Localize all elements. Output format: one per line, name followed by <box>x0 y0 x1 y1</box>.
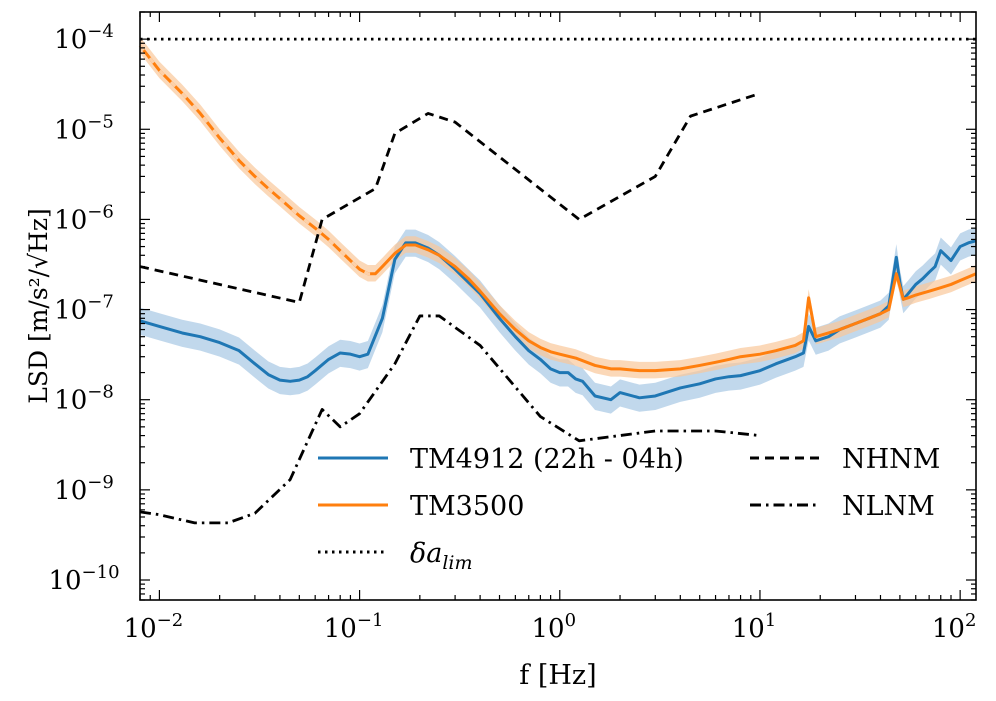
series-line-4 <box>139 314 761 525</box>
legend-label: TM4912 (22h - 04h) <box>410 444 684 475</box>
x-tick-label: 100 <box>532 610 577 644</box>
y-axis-label: LSD [m/s²/√Hz] <box>24 208 53 404</box>
tick-labels: 10−2 10−1 100 101 102 10−10 10−9 10−8 10−7 10−6 10… <box>48 21 976 644</box>
y-tick-label: 10−6 <box>54 201 114 235</box>
series-line-0 <box>139 239 977 402</box>
axis-ticks <box>139 11 976 601</box>
x-tick-label: 10−2 <box>124 610 184 644</box>
legend-label: δalim <box>410 538 473 574</box>
y-tick-label: 10−7 <box>54 292 114 326</box>
x-axis-label: f [Hz] <box>519 660 596 691</box>
x-tick-label: 101 <box>732 610 777 644</box>
legend-label: TM3500 <box>410 491 524 522</box>
series-line-3 <box>139 92 761 304</box>
series-line-1-dash <box>138 44 376 276</box>
legend: TM4912 (22h - 04h) TM3500 δalim NHNM NLNM <box>318 444 940 574</box>
legend-label: NHNM <box>842 444 940 475</box>
y-tick-label: 10−9 <box>54 472 114 506</box>
series-lines <box>138 37 977 525</box>
band-1 <box>140 36 976 379</box>
x-tick-label: 10−1 <box>324 610 384 644</box>
y-tick-label: 10−10 <box>48 562 119 596</box>
y-tick-label: 10−8 <box>54 382 114 416</box>
series-line-1 <box>138 44 977 373</box>
uncertainty-bands <box>140 36 976 414</box>
y-tick-label: 10−4 <box>54 21 114 55</box>
x-tick-label: 102 <box>932 610 977 644</box>
y-tick-label: 10−5 <box>54 111 114 145</box>
legend-label: NLNM <box>842 491 935 522</box>
plot-frame <box>139 11 977 601</box>
